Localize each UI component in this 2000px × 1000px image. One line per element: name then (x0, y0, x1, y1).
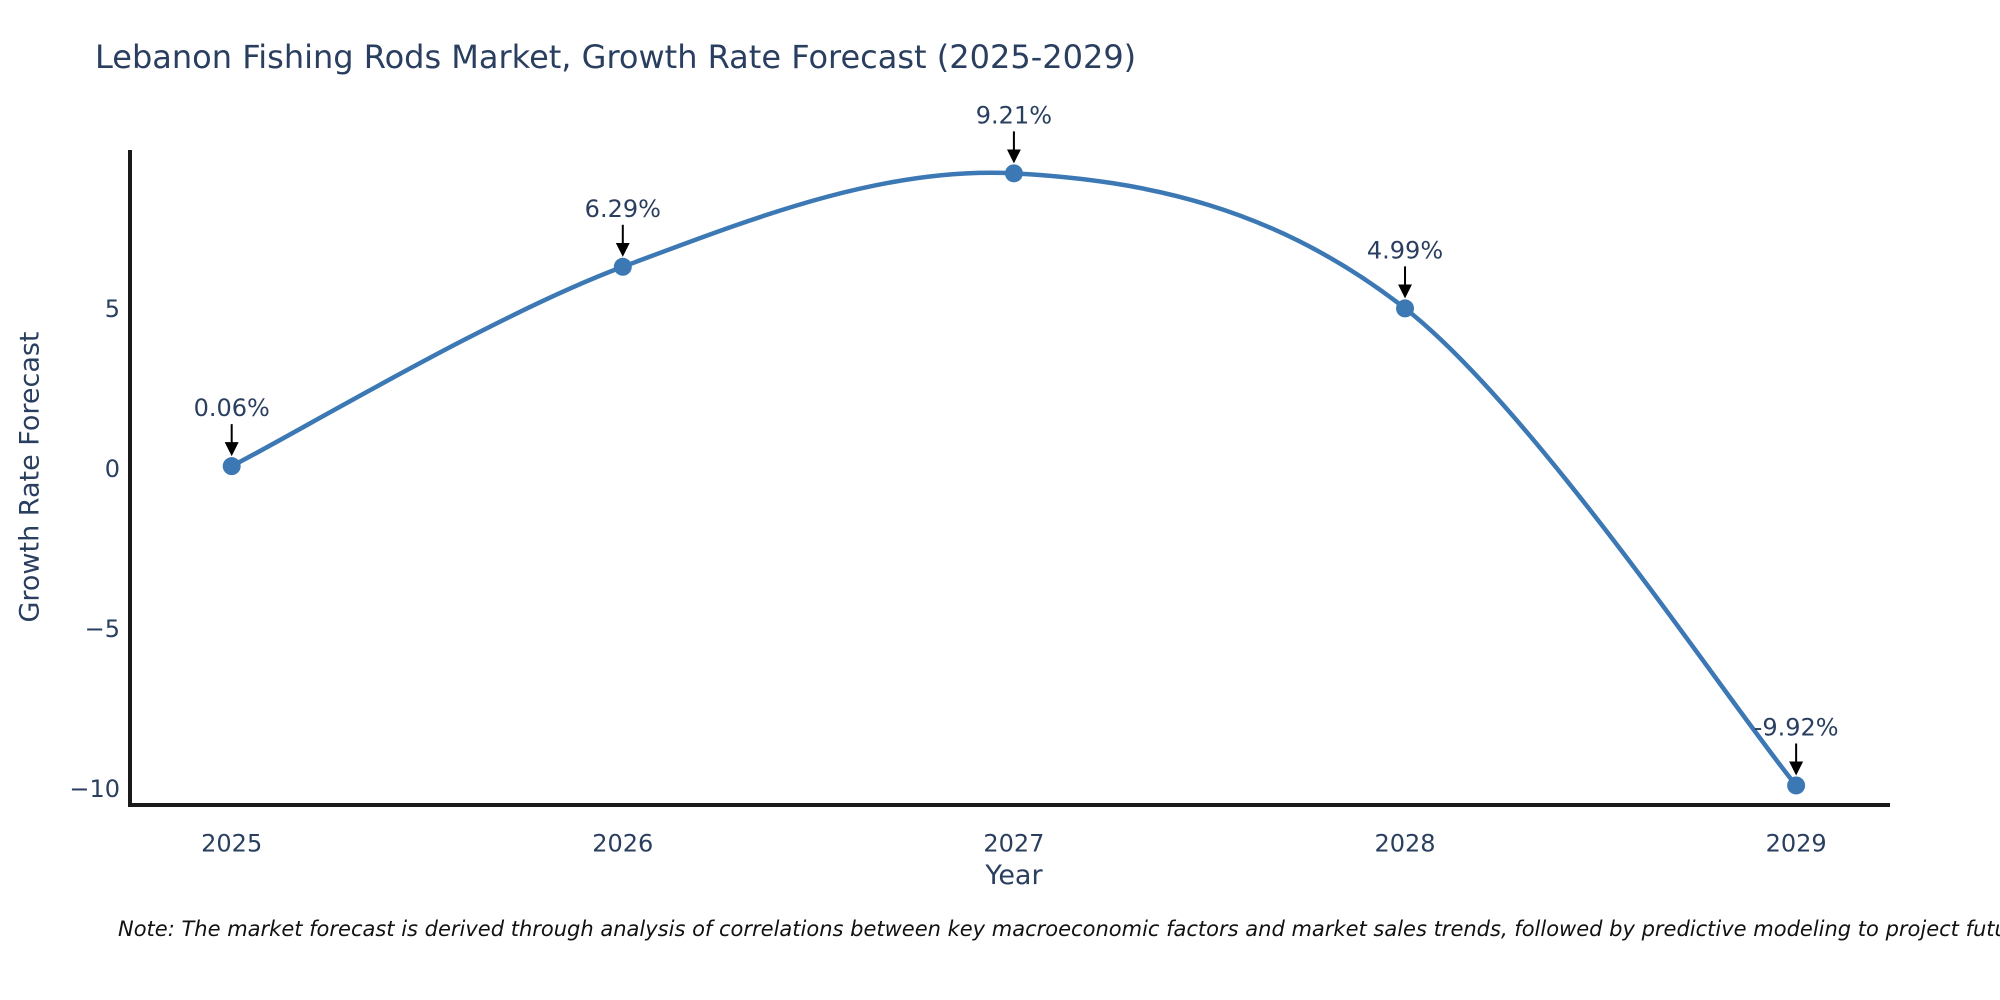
footnote: Note: The market forecast is derived thr… (118, 917, 2000, 941)
annotation-label: 9.21% (976, 101, 1052, 129)
data-point-marker[interactable] (1004, 164, 1023, 183)
y-tick-label: −10 (69, 775, 120, 803)
annotation-label: -9.92% (1754, 713, 1839, 741)
x-tick-label: 2025 (201, 830, 262, 858)
x-tick-label: 2028 (1374, 830, 1435, 858)
chart-title: Lebanon Fishing Rods Market, Growth Rate… (95, 38, 1137, 76)
data-point-marker[interactable] (1787, 776, 1806, 795)
data-point-marker[interactable] (1396, 299, 1415, 318)
x-tick-label: 2026 (592, 830, 653, 858)
data-point-marker[interactable] (222, 457, 241, 476)
data-point-marker[interactable] (613, 257, 632, 276)
annotation-label: 0.06% (194, 394, 270, 422)
y-tick-label: 5 (105, 295, 120, 323)
x-tick-label: 2027 (983, 830, 1044, 858)
annotation-label: 4.99% (1367, 236, 1443, 264)
x-axis-title: Year (985, 860, 1043, 891)
annotation-label: 6.29% (585, 195, 661, 223)
x-tick-label: 2029 (1766, 830, 1827, 858)
y-tick-label: −5 (85, 615, 120, 643)
y-tick-label: 0 (105, 455, 120, 483)
trace-line (229, 170, 1799, 788)
